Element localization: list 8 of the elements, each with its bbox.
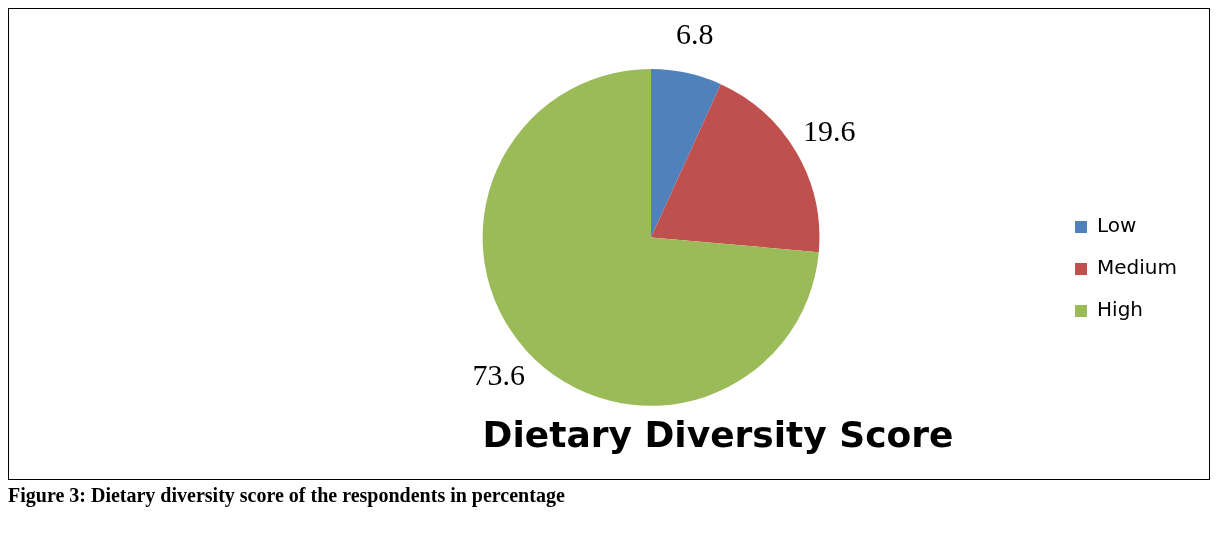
data-label: 19.6	[803, 114, 856, 148]
caption: Figure 3: Dietary diversity score of the respondents in percentage	[8, 484, 566, 507]
legend-label: Medium	[1097, 255, 1178, 280]
legend-label: Low	[1097, 213, 1137, 238]
text: Dietary Diversity Score	[482, 413, 954, 455]
legend-label: High	[1097, 297, 1143, 322]
data-label: 6.8	[676, 16, 714, 50]
data-label: 73.6	[472, 357, 526, 391]
